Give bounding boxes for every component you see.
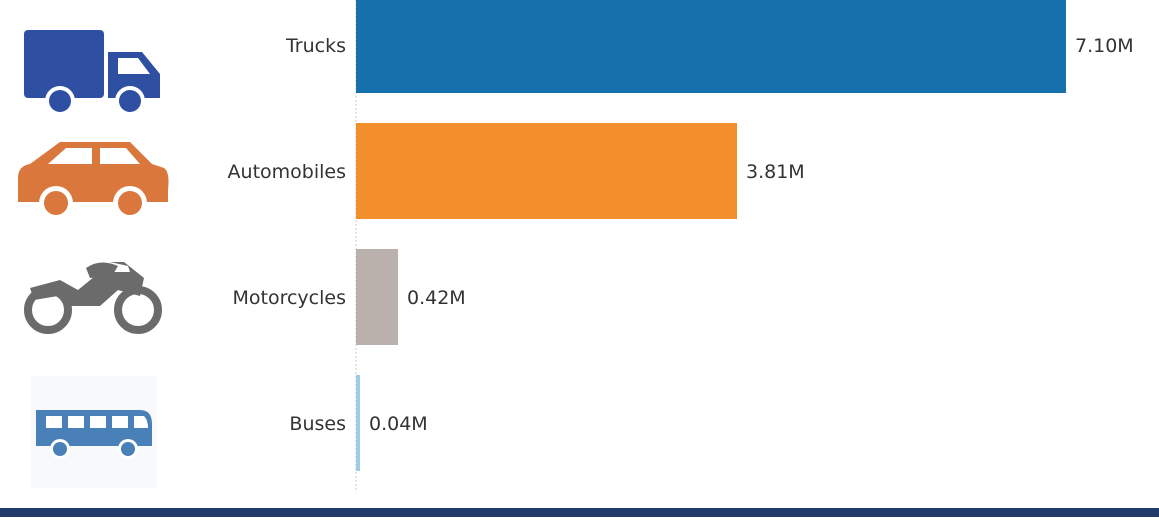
bar-trucks	[356, 0, 1066, 93]
value-label-automobiles: 3.81M	[746, 161, 805, 183]
value-label-buses: 0.04M	[369, 413, 428, 435]
bus-icon	[31, 376, 157, 488]
bottom-bar	[0, 508, 1159, 517]
bar-automobiles	[356, 123, 737, 219]
category-label-buses: Buses	[289, 413, 346, 435]
automobile-icon	[18, 142, 169, 220]
category-label-motorcycles: Motorcycles	[233, 287, 347, 309]
category-label-trucks: Trucks	[285, 35, 346, 57]
bar-buses	[356, 375, 360, 471]
category-label-automobiles: Automobiles	[228, 161, 346, 183]
value-label-trucks: 7.10M	[1075, 35, 1134, 57]
truck-icon	[24, 30, 160, 116]
motorcycle-icon	[24, 262, 162, 334]
bar-motorcycles	[356, 249, 398, 345]
value-label-motorcycles: 0.42M	[407, 287, 466, 309]
